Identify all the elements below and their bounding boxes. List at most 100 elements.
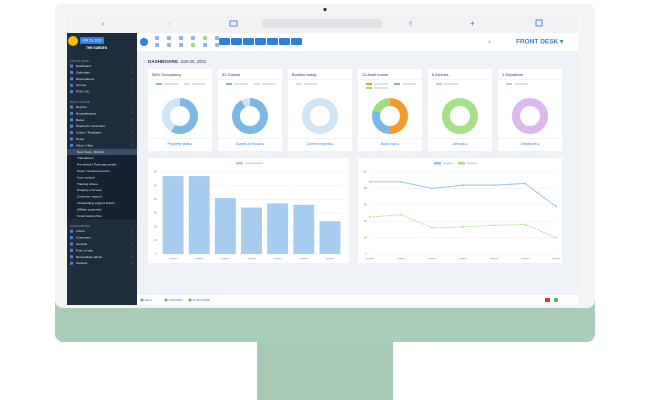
tool-icon[interactable]: ⌕ [488,40,491,46]
menu-item[interactable] [67,88,137,95]
footer-link[interactable]: HELP [145,298,153,302]
menu-label: Channels / Overrides [76,124,106,128]
section-title: FRONT DESK [70,59,89,63]
share-icon[interactable]: ⇪ [408,21,413,28]
page-title: DASHBOARD [148,59,179,64]
menu-item[interactable] [67,180,137,187]
x-tick-label [459,258,467,260]
line-point [524,223,526,226]
tool-icon[interactable] [167,36,171,40]
menu-item[interactable] [67,187,137,194]
tool-button[interactable] [255,38,266,45]
tool-button[interactable] [231,38,242,45]
menu-label: Small backup files [77,214,102,218]
menu-item[interactable] [67,116,137,123]
forward-button[interactable]: › [168,21,171,28]
menu-item[interactable] [67,253,137,260]
new-tab[interactable]: + [470,19,475,28]
tool-icon[interactable] [179,43,183,47]
card-link[interactable]: Book now ▸ [381,142,400,146]
bar [188,176,210,254]
menu-item[interactable] [67,241,137,248]
chevron: › [131,111,132,115]
x-tick-label [169,258,178,260]
legend-text [467,162,477,164]
tool-button[interactable] [291,38,302,45]
menu-item[interactable] [67,142,137,149]
date: JUN 20, 2022 [82,39,102,43]
legend-swatch [296,83,302,85]
menu-item[interactable] [67,228,137,235]
book-icon[interactable] [229,20,238,27]
section-title: ACCOUNTING [70,224,91,228]
tool-button[interactable] [279,38,290,45]
card-link[interactable]: Departure ▸ [521,142,540,146]
menu-icon [70,77,73,81]
donut-segment [162,98,198,134]
legend-swatch [366,87,372,89]
menu-item[interactable] [67,63,137,70]
stat-card [428,69,492,151]
chevron: › [131,255,132,259]
legend-text [374,83,388,85]
card-link[interactable]: Guests in house ▸ [236,142,265,146]
card-link[interactable]: Arrivals ▸ [453,142,468,146]
menu-item[interactable] [67,148,137,155]
legend-swatch [458,162,465,165]
tool-icon[interactable] [155,36,159,40]
tool-button[interactable] [219,38,230,45]
line-point [493,224,495,227]
mode-switch[interactable]: FRONT DESK ▾ [516,39,564,46]
menu-label: Pre-arrival / Post-stay emails [77,163,117,167]
tabs-icon[interactable] [535,19,543,27]
menu-item[interactable] [67,193,137,200]
menu-item[interactable] [67,82,137,89]
menu-item[interactable] [67,161,137,168]
legend-text [234,83,248,85]
menu-item[interactable] [67,129,137,136]
url-bar[interactable] [262,19,382,28]
menu-item[interactable] [67,69,137,76]
menu-item[interactable] [67,174,137,181]
tool-icon[interactable] [215,43,219,47]
footer-link[interactable]: UPDATES [169,298,183,302]
menu-item[interactable] [67,123,137,130]
menu-item[interactable] [67,155,137,162]
menu-label: News / Announcements [77,169,110,173]
tool-button[interactable] [267,38,278,45]
tool-icon[interactable] [215,36,219,40]
menu-item[interactable] [67,206,137,213]
card-link[interactable]: Property stats ▸ [168,142,193,146]
back-button[interactable]: ‹ [102,21,105,28]
menu-item[interactable] [67,110,137,117]
tool-icon[interactable] [155,43,159,47]
tool-icon[interactable] [179,36,183,40]
menu-item[interactable] [67,260,137,267]
tool-icon[interactable] [167,43,171,47]
menu-item[interactable] [67,234,137,241]
chevron: › [131,64,132,68]
tool-icon[interactable] [203,36,207,40]
menu-item[interactable] [67,212,137,219]
menu-label: Customer support [77,195,102,199]
menu-item[interactable] [67,136,137,143]
line-point [462,184,464,187]
tool-icon[interactable] [203,43,207,47]
card-link[interactable]: Current reports ▸ [307,142,334,146]
tool-button[interactable] [243,38,254,45]
footer-link[interactable]: SUBSCRIBE [193,298,210,302]
tool-icon[interactable] [191,43,195,47]
date-pill[interactable] [80,37,104,44]
menu-item[interactable] [67,200,137,207]
x-tick-label [490,258,498,260]
menu-button[interactable] [140,38,148,46]
menu-item[interactable] [67,75,137,82]
menu-item[interactable] [67,104,137,111]
menu-item[interactable] [67,168,137,175]
menu-label: Reservations [76,77,95,81]
menu-item[interactable] [67,247,137,254]
chevron: › [131,70,132,74]
x-tick-label [521,258,529,260]
tool-icon[interactable] [191,36,195,40]
chevron: › [131,242,132,246]
